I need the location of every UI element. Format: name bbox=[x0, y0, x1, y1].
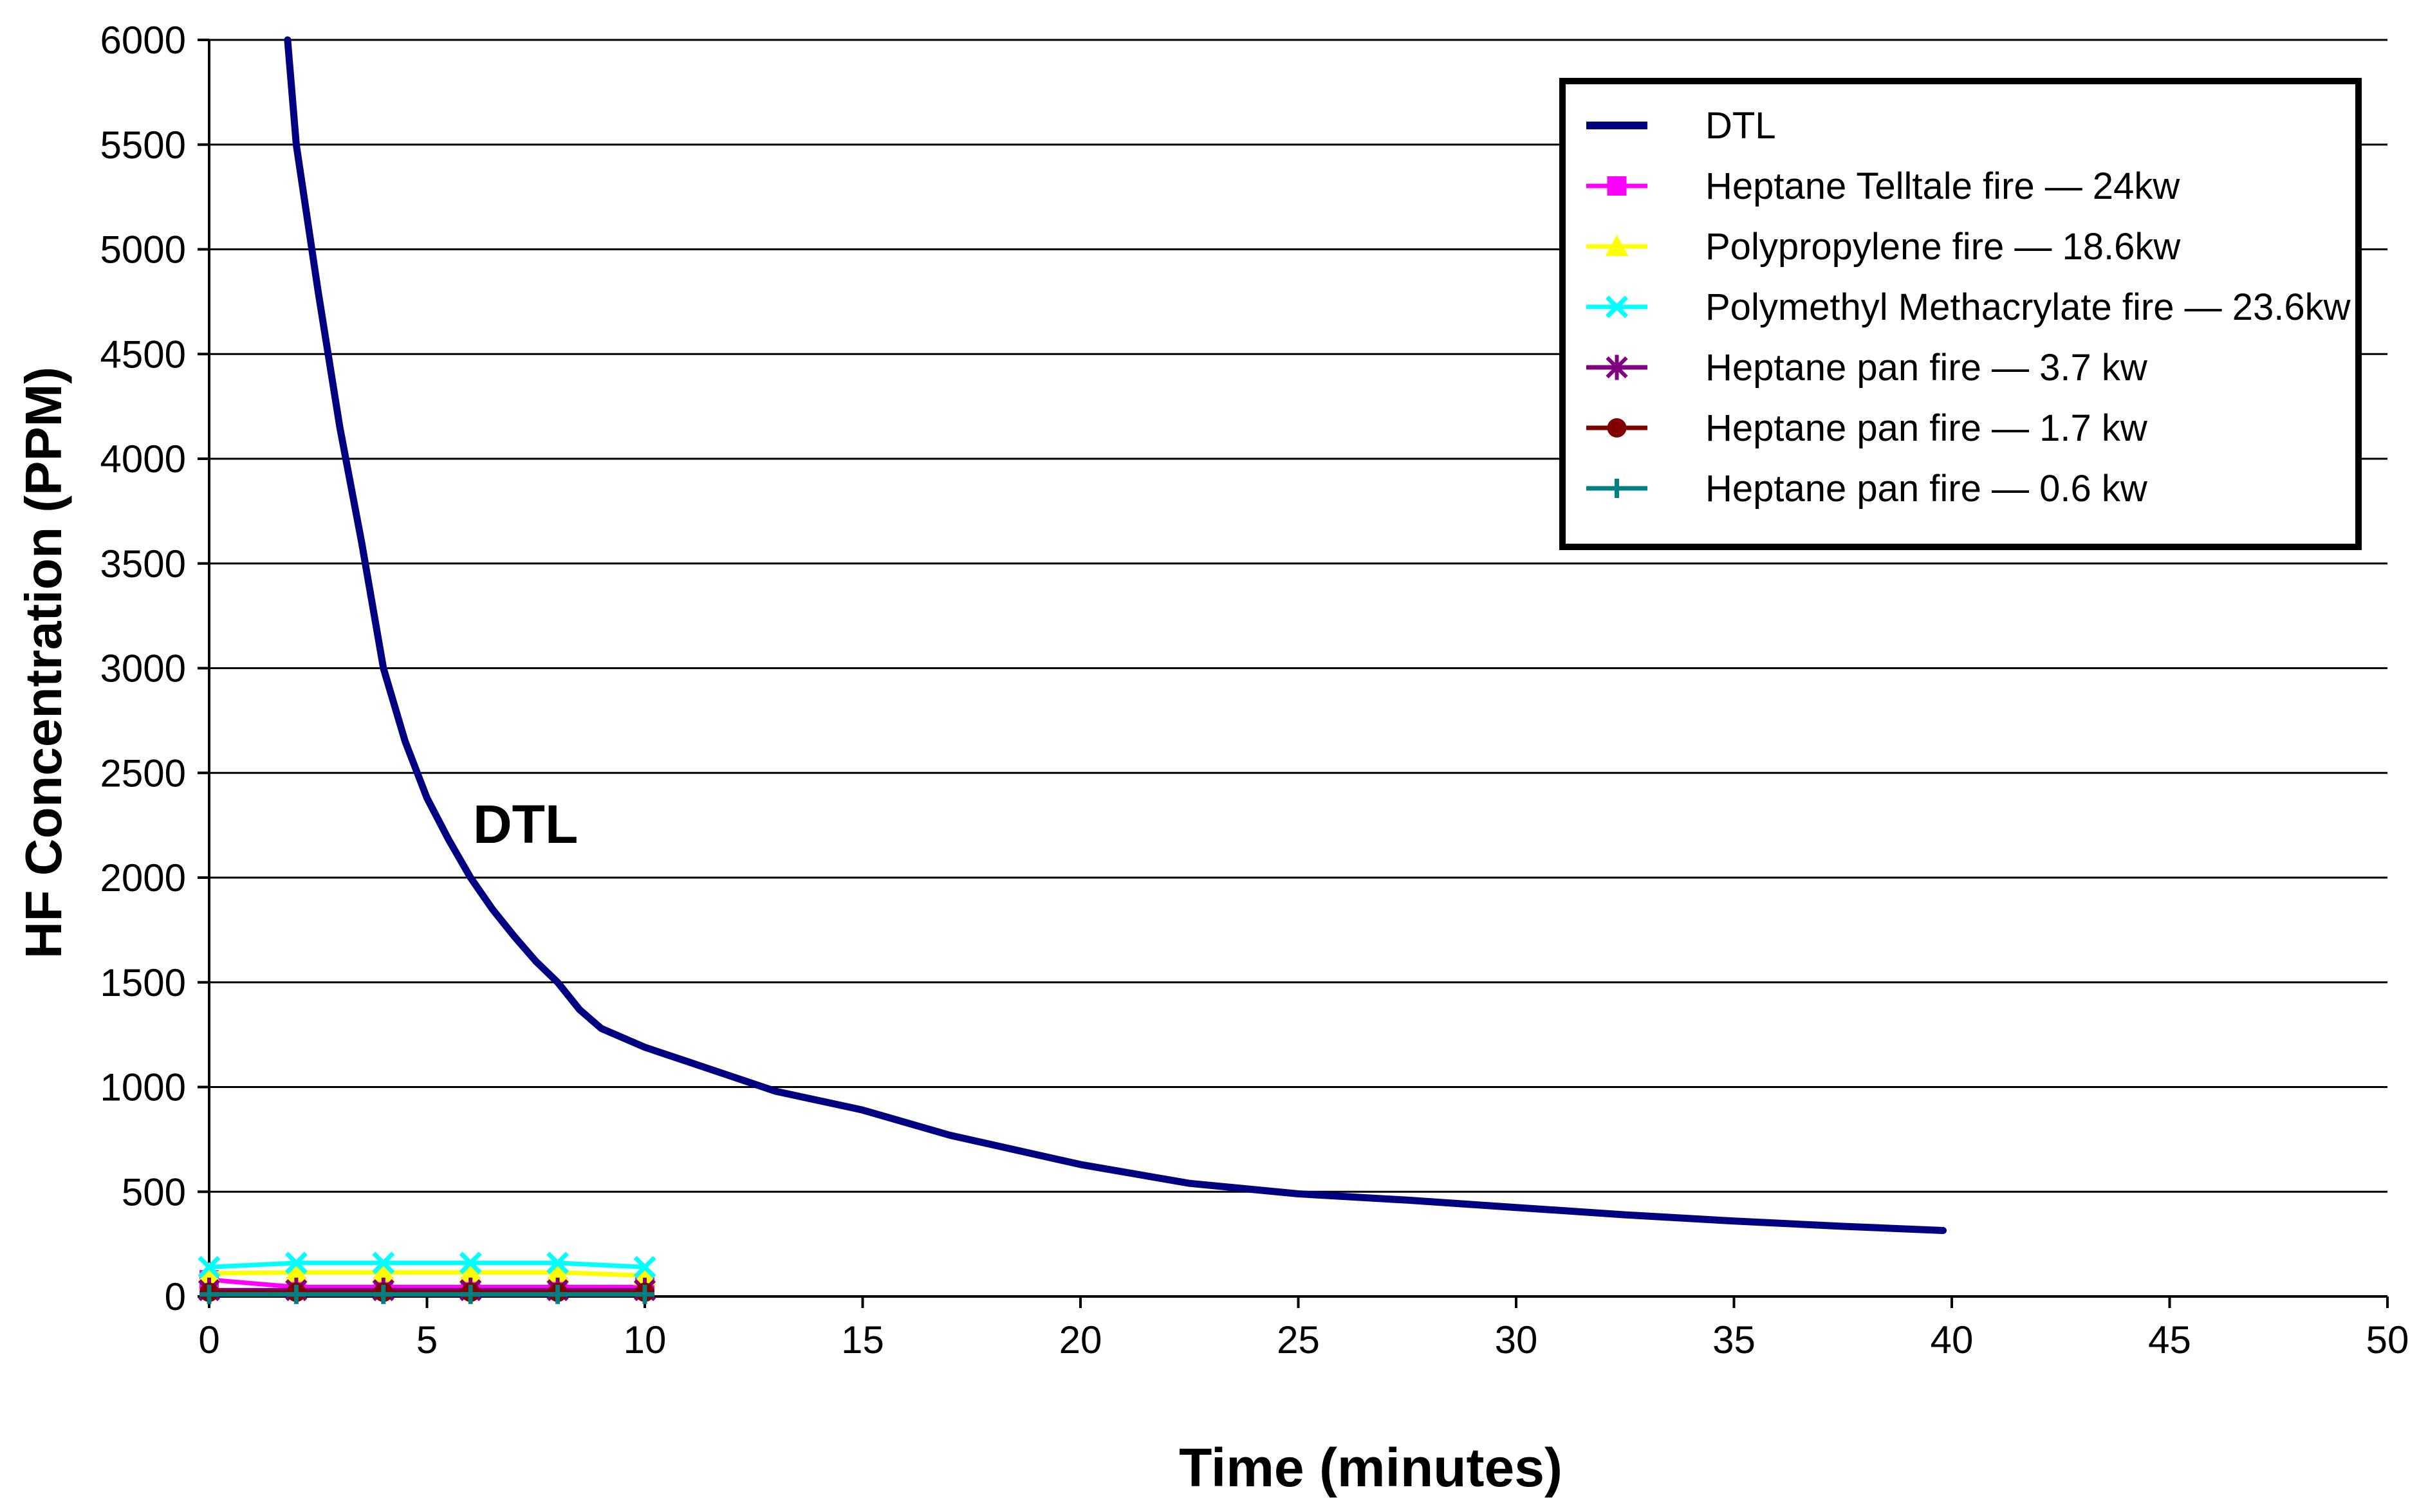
series-layer bbox=[198, 36, 1947, 1304]
legend-label-heptane-telltale-fire-24kw: Heptane Telltale fire — 24kw bbox=[1705, 165, 2180, 207]
x-tick-label-15: 15 bbox=[841, 1318, 884, 1361]
x-tick-label-5: 5 bbox=[416, 1318, 438, 1361]
data-point-polymethyl-methacrylate-fire-23p6kw-4 bbox=[546, 1251, 570, 1275]
data-point-heptane-pan-fire-0p6-kw-5 bbox=[635, 1284, 654, 1304]
data-point-heptane-pan-fire-0p6-kw-2 bbox=[373, 1284, 393, 1304]
series-line-polymethyl-methacrylate-fire-23p6kw bbox=[207, 1260, 647, 1269]
annotation-dtl: DTL bbox=[473, 794, 578, 854]
x-tick-label-35: 35 bbox=[1712, 1318, 1756, 1361]
y-tick-label-5500: 5500 bbox=[100, 124, 186, 167]
legend-item-heptane-pan-fire-1p7-kw: Heptane pan fire — 1.7 kw bbox=[1586, 407, 2148, 449]
data-point-heptane-pan-fire-0p6-kw-4 bbox=[548, 1284, 568, 1304]
y-tick-label-5000: 5000 bbox=[100, 228, 186, 272]
x-tick-label-20: 20 bbox=[1059, 1318, 1102, 1361]
data-point-polymethyl-methacrylate-fire-23p6kw-1 bbox=[284, 1251, 308, 1275]
legend-item-polypropylene-fire-18p6kw: Polypropylene fire — 18.6kw bbox=[1586, 226, 2181, 268]
data-point-polypropylene-fire-18p6kw-5 bbox=[633, 1264, 656, 1286]
legend-label-polymethyl-methacrylate-fire-23p6kw: Polymethyl Methacrylate fire — 23.6kw bbox=[1705, 286, 2351, 328]
data-point-polypropylene-fire-18p6kw-3 bbox=[459, 1260, 483, 1282]
legend-marker-polypropylene-fire-18p6kw bbox=[1605, 235, 1629, 256]
y-tick-label-2500: 2500 bbox=[100, 751, 186, 795]
x-tick-label-40: 40 bbox=[1931, 1318, 1974, 1361]
series-heptane-pan-fire-0p6-kw bbox=[199, 1284, 654, 1304]
series-line-heptane-telltale-fire-24kw bbox=[207, 1277, 647, 1289]
series-polypropylene-fire-18p6kw bbox=[198, 1260, 656, 1286]
data-point-polypropylene-fire-18p6kw-4 bbox=[546, 1260, 570, 1282]
x-tick-label-50: 50 bbox=[2366, 1318, 2409, 1361]
y-axis-ticks: 0 500 1000 1500 2000 2500 3000 3500 4000 4500 5000… bbox=[100, 19, 209, 1318]
legend-label-polypropylene-fire-18p6kw: Polypropylene fire — 18.6kw bbox=[1705, 226, 2181, 268]
y-tick-label-3500: 3500 bbox=[100, 542, 186, 585]
legend-box bbox=[1559, 78, 2362, 550]
legend: DTL Heptane Telltale fire — 24kw Polypropy… bbox=[1559, 78, 2362, 550]
series-polymethyl-methacrylate-fire-23p6kw bbox=[198, 1251, 656, 1278]
data-point-polymethyl-methacrylate-fire-23p6kw-0 bbox=[198, 1255, 221, 1278]
y-tick-label-1000: 1000 bbox=[100, 1066, 186, 1109]
x-tick-label-0: 0 bbox=[198, 1318, 219, 1361]
legend-marker-heptane-pan-fire-0p6-kw bbox=[1607, 479, 1627, 498]
data-point-heptane-pan-fire-0p6-kw-1 bbox=[286, 1284, 306, 1304]
legend-label-heptane-pan-fire-1p7-kw: Heptane pan fire — 1.7 kw bbox=[1705, 407, 2148, 449]
legend-marker-heptane-pan-fire-3p7-kw bbox=[1606, 355, 1628, 380]
x-tick-label-45: 45 bbox=[2148, 1318, 2191, 1361]
data-point-polymethyl-methacrylate-fire-23p6kw-3 bbox=[459, 1251, 482, 1275]
legend-label-heptane-pan-fire-0p6-kw: Heptane pan fire — 0.6 kw bbox=[1705, 468, 2148, 510]
y-tick-label-6000: 6000 bbox=[100, 19, 186, 62]
data-point-polypropylene-fire-18p6kw-0 bbox=[198, 1262, 221, 1284]
y-tick-label-0: 0 bbox=[165, 1275, 186, 1318]
y-tick-label-4500: 4500 bbox=[100, 333, 186, 376]
data-point-polymethyl-methacrylate-fire-23p6kw-5 bbox=[633, 1255, 656, 1278]
data-point-polypropylene-fire-18p6kw-2 bbox=[371, 1260, 395, 1282]
data-point-polymethyl-methacrylate-fire-23p6kw-2 bbox=[372, 1251, 395, 1275]
y-tick-label-4000: 4000 bbox=[100, 438, 186, 481]
legend-item-polymethyl-methacrylate-fire-23p6kw: Polymethyl Methacrylate fire — 23.6kw bbox=[1586, 286, 2351, 328]
data-point-heptane-pan-fire-0p6-kw-0 bbox=[199, 1284, 219, 1304]
legend-items: DTL Heptane Telltale fire — 24kw Polypropy… bbox=[1586, 105, 2351, 510]
legend-marker-heptane-telltale-fire-24kw bbox=[1607, 176, 1627, 196]
legend-item-heptane-pan-fire-0p6-kw: Heptane pan fire — 0.6 kw bbox=[1586, 468, 2148, 510]
y-tick-label-3000: 3000 bbox=[100, 647, 186, 690]
data-point-heptane-pan-fire-0p6-kw-3 bbox=[461, 1284, 481, 1304]
series-line-dtl bbox=[284, 36, 1947, 1234]
y-tick-label-2000: 2000 bbox=[100, 856, 186, 899]
data-point-polypropylene-fire-18p6kw-1 bbox=[284, 1260, 308, 1282]
legend-item-heptane-pan-fire-3p7-kw: Heptane pan fire — 3.7 kw bbox=[1586, 347, 2148, 389]
legend-item-heptane-telltale-fire-24kw: Heptane Telltale fire — 24kw bbox=[1586, 165, 2180, 207]
series-line-polypropylene-fire-18p6kw bbox=[207, 1270, 647, 1278]
x-tick-label-25: 25 bbox=[1277, 1318, 1320, 1361]
legend-marker-heptane-pan-fire-1p7-kw bbox=[1607, 418, 1627, 438]
y-axis-title: HF Concentration (PPM) bbox=[15, 367, 72, 959]
series-dtl bbox=[284, 36, 1947, 1234]
y-tick-label-1500: 1500 bbox=[100, 961, 186, 1004]
legend-label-dtl: DTL bbox=[1705, 105, 1776, 147]
x-axis-title: Time (minutes) bbox=[1179, 1437, 1562, 1498]
legend-label-heptane-pan-fire-3p7-kw: Heptane pan fire — 3.7 kw bbox=[1705, 347, 2148, 389]
legend-item-dtl: DTL bbox=[1586, 105, 1776, 147]
legend-marker-polymethyl-methacrylate-fire-23p6kw bbox=[1606, 295, 1628, 318]
y-tick-label-500: 500 bbox=[122, 1170, 186, 1213]
x-tick-label-30: 30 bbox=[1495, 1318, 1538, 1361]
x-tick-label-10: 10 bbox=[624, 1318, 667, 1361]
x-axis-ticks: 0 5 10 15 20 25 30 35 40 45 50 bbox=[198, 1296, 2409, 1361]
